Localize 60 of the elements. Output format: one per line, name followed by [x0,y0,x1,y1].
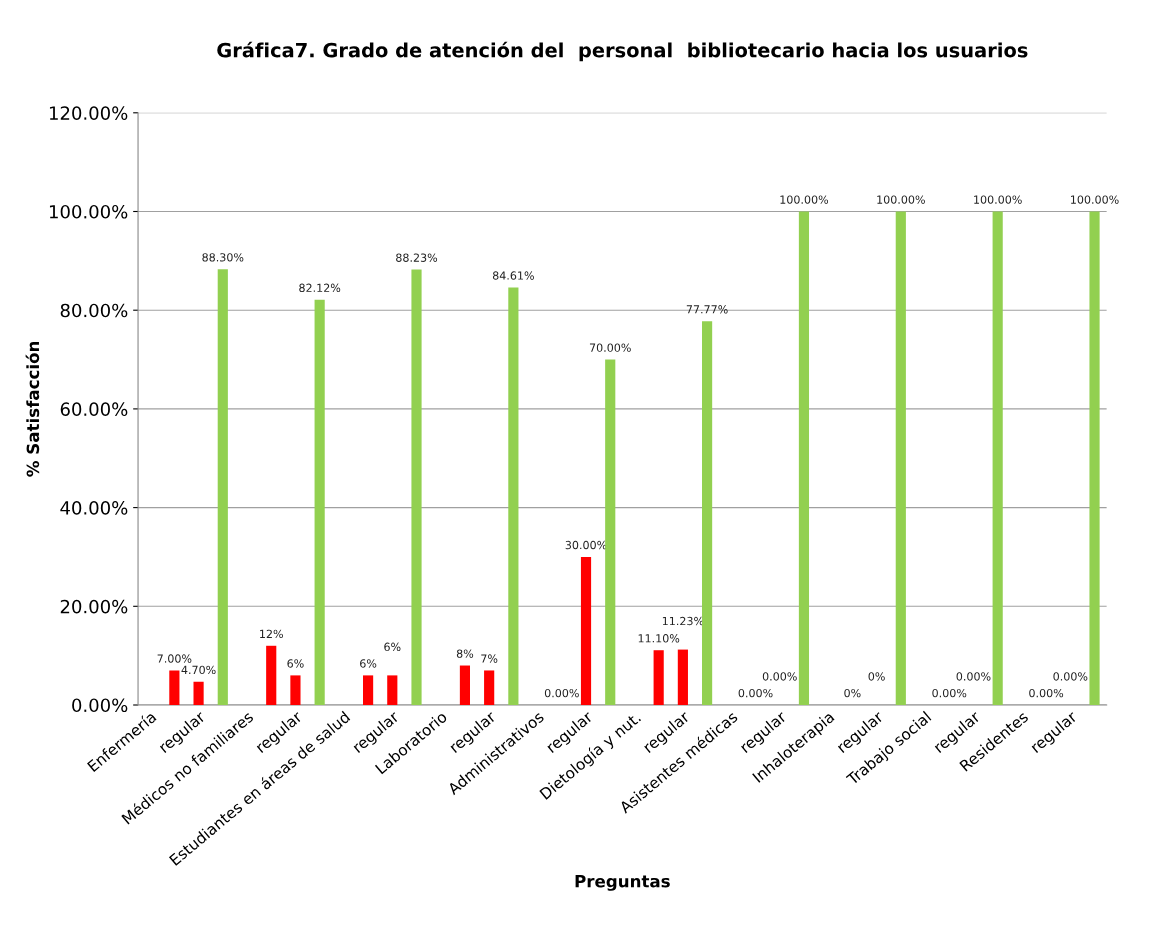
y-tick-label: 80.00% [60,303,128,318]
chart-title: Gráfica7. Grado de atención del personal bibliotecario hacia los usuarios [217,41,1028,62]
data-label: 0.00% [762,672,797,681]
y-tick-label: 40.00% [60,501,128,515]
data-label: 0% [844,688,861,698]
bar [484,670,495,705]
bar [702,321,713,705]
data-label: 0.00% [932,688,967,698]
bar [266,645,277,705]
bar [677,649,688,705]
bar [798,211,810,705]
data-label: 8% [456,649,474,658]
data-label: 0% [868,672,885,681]
data-label: 7% [481,654,498,663]
data-label: 0.00% [1053,672,1088,681]
bar [193,681,204,705]
x-axis-title: Preguntas [575,875,670,891]
bar [459,665,471,705]
bar [217,269,228,705]
y-tick-label: 0.00% [72,698,128,713]
bar [314,299,325,705]
data-label: 0.00% [1029,688,1064,698]
data-label: 6% [360,659,377,668]
bar [169,670,180,705]
data-label: 100.00% [780,195,829,204]
data-label: 77.77% [686,305,728,314]
bar [653,650,664,705]
y-tick-label: 100.00% [49,204,128,219]
bar [387,675,398,705]
data-label: 100.00% [974,195,1022,204]
bar [290,675,301,705]
data-label: 6% [384,642,401,652]
y-axis-title: % Satisfacción [25,341,40,477]
y-tick-label: 120.00% [49,106,128,120]
bar [411,269,422,705]
bar [992,211,1003,705]
data-label: 12% [260,629,283,639]
data-label: 84.61% [492,271,534,280]
data-label: 0.00% [956,672,991,681]
bar [605,359,616,705]
bar [895,211,906,705]
bar [1089,211,1100,705]
bar [580,556,592,705]
data-label: 4.70% [181,665,216,675]
data-label: 100.00% [877,195,925,204]
data-label: 7.00% [157,654,192,663]
bar [363,675,374,705]
data-label: 70.00% [589,343,631,352]
data-label: 6% [287,659,304,668]
data-label: 82.12% [299,283,341,293]
bar [508,287,519,705]
y-tick-label: 60.00% [60,402,128,417]
data-label: 0.00% [738,688,773,698]
data-label: 11.10% [638,634,680,643]
data-label: 88.23% [396,253,438,262]
data-label: 100.00% [1071,195,1119,204]
y-tick-label: 20.00% [60,599,128,614]
data-label: 88.30% [202,253,244,262]
data-label: 11.23% [662,616,704,626]
data-label: 0.00% [544,688,579,698]
